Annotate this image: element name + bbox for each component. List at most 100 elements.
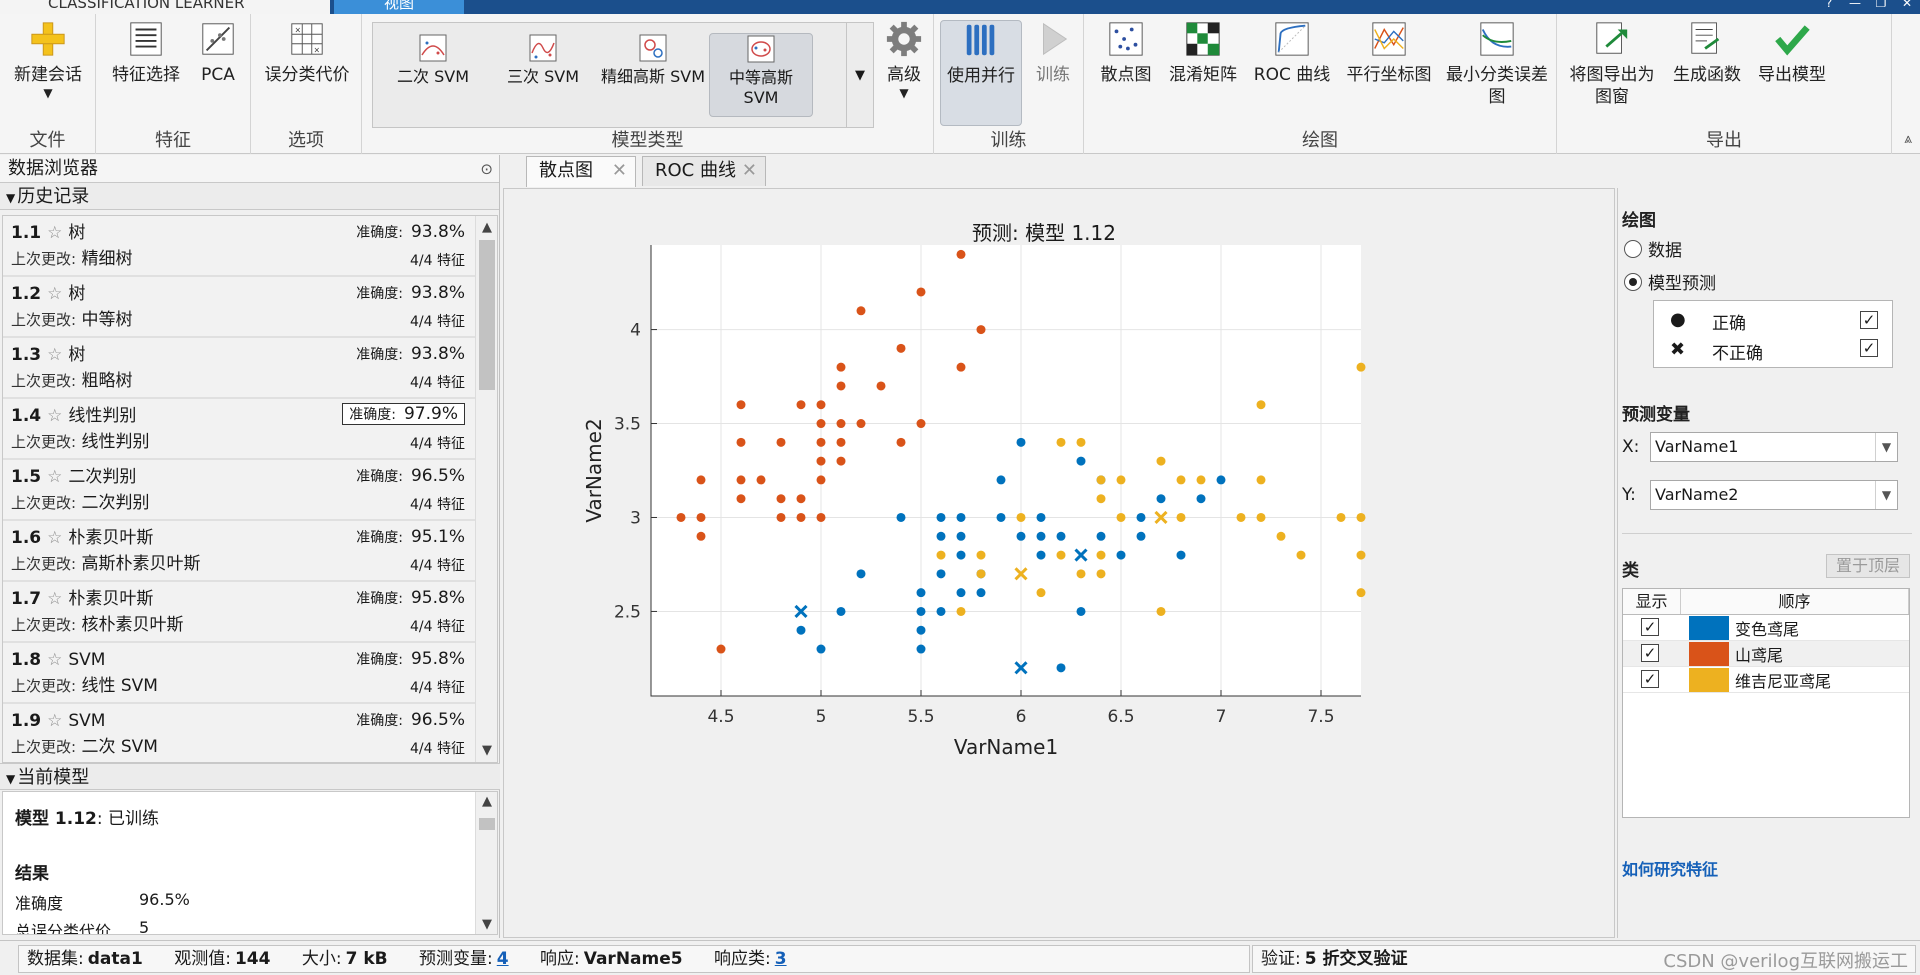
export-plot-button[interactable]: 将图导出为图窗: [1565, 20, 1659, 108]
generate-function-button[interactable]: 生成函数: [1665, 20, 1749, 86]
current-model-scrollbar[interactable]: ▲ ▼: [475, 792, 497, 934]
class-row[interactable]: ✓ 山鸢尾: [1623, 641, 1909, 667]
scroll-up-icon[interactable]: ▲: [482, 794, 492, 809]
history-item[interactable]: 1.6 ☆ 朴素贝叶斯 准确度: 95.1% 上次更改: 高斯朴素贝叶斯 4/4 特征: [3, 521, 497, 582]
data-point: [1156, 606, 1166, 616]
roc-curve-button[interactable]: ROC 曲线: [1248, 20, 1336, 86]
divider: [1622, 533, 1912, 534]
data-point: [856, 569, 866, 579]
history-item-header: 1.9 ☆ SVM: [11, 708, 489, 734]
data-point: [1076, 456, 1086, 466]
show-correct-checkbox[interactable]: ✓: [1860, 311, 1878, 329]
history-item[interactable]: 1.5 ☆ 二次判别 准确度: 96.5% 上次更改: 二次判别 4/4 特征: [3, 460, 497, 521]
tab-scatter-plot[interactable]: 散点图 ✕: [526, 156, 636, 187]
panel-menu-icon[interactable]: ⊙: [480, 160, 493, 178]
new-session-button[interactable]: 新建会话 ▼: [8, 20, 88, 100]
help-icon[interactable]: ?: [1825, 0, 1833, 10]
history-item[interactable]: 1.3 ☆ 树准确度: 93.8% 上次更改: 粗略树 4/4 特征: [3, 338, 497, 399]
close-tab-icon[interactable]: ✕: [611, 160, 627, 181]
new-session-label: 新建会话: [14, 65, 82, 85]
star-icon[interactable]: ☆: [47, 711, 63, 731]
close-window-icon[interactable]: ✕: [1901, 0, 1913, 10]
data-point: [776, 437, 786, 447]
class-name: 变色鸢尾: [1735, 619, 1800, 639]
scroll-thumb[interactable]: [479, 240, 495, 390]
x-variable-dropdown[interactable]: VarName1 ▼: [1650, 432, 1898, 462]
star-icon[interactable]: ☆: [47, 650, 63, 670]
class-row[interactable]: ✓ 变色鸢尾: [1623, 615, 1909, 641]
star-icon[interactable]: ☆: [47, 589, 63, 609]
current-model-section-header[interactable]: ▼ 当前模型: [0, 763, 500, 790]
show-class-checkbox[interactable]: ✓: [1641, 669, 1659, 688]
y-variable-dropdown[interactable]: VarName2 ▼: [1650, 480, 1898, 510]
tab-roc-curve[interactable]: ROC 曲线 ✕: [642, 156, 766, 186]
predictors-link[interactable]: 4: [496, 949, 509, 969]
ribbon-toolstrip: 新建会话 ▼ 文件 特征选择 PCA 特征 × × 误分类代价 选项: [0, 14, 1920, 154]
history-item[interactable]: 1.2 ☆ 树准确度: 93.8% 上次更改: 中等树 4/4 特征: [3, 277, 497, 338]
history-section-header[interactable]: ▼ 历史记录: [0, 183, 499, 210]
data-point: [1056, 550, 1066, 560]
scatter-plot-button[interactable]: 散点图: [1094, 20, 1158, 86]
view-tab[interactable]: 视图: [334, 0, 464, 14]
bring-to-top-button[interactable]: 置于顶层: [1826, 554, 1910, 578]
model-cubic-svm[interactable]: 三次 SVM: [491, 33, 595, 117]
gallery-expand-button[interactable]: ▼: [846, 22, 874, 128]
star-icon[interactable]: ☆: [47, 467, 63, 487]
feature-selection-button[interactable]: 特征选择: [106, 20, 186, 86]
col-show: 显示: [1623, 589, 1681, 614]
how-to-explore-link[interactable]: 如何研究特征: [1622, 860, 1719, 879]
confusion-matrix-button[interactable]: 混淆矩阵: [1164, 20, 1242, 86]
pca-button[interactable]: PCA: [192, 20, 244, 86]
show-class-checkbox[interactable]: ✓: [1641, 643, 1659, 662]
use-parallel-button[interactable]: 使用并行: [940, 20, 1022, 126]
star-icon[interactable]: ☆: [47, 528, 63, 548]
advanced-button[interactable]: 高级 ▼: [876, 20, 932, 100]
collapse-ribbon-icon[interactable]: ⩓: [1904, 131, 1912, 147]
train-button[interactable]: 训练: [1028, 20, 1078, 86]
star-icon[interactable]: ☆: [47, 284, 63, 304]
star-icon[interactable]: ☆: [47, 406, 63, 426]
show-incorrect-checkbox[interactable]: ✓: [1860, 339, 1878, 357]
history-item[interactable]: 1.8 ☆ SVM 准确度: 95.8% 上次更改: 线性 SVM 4/4 特征: [3, 643, 497, 704]
history-item[interactable]: 1.9 ☆ SVM 准确度: 96.5% 上次更改: 二次 SVM 4/4 特征: [3, 704, 497, 762]
scatter-chart[interactable]: 4.5 5 5.5 6 6.5 7 7.5 2.5 3 3.5 4 VarName1 VarName2: [504, 189, 1614, 937]
x-tick-label: 7.5: [1307, 707, 1334, 727]
restore-icon[interactable]: ❐: [1875, 0, 1887, 10]
accuracy-value: 97.9%: [403, 404, 458, 424]
class-row[interactable]: ✓ 维吉尼亚鸢尾: [1623, 667, 1909, 693]
history-list[interactable]: 1.1 ☆ 树准确度: 93.8% 上次更改: 精细树 4/4 特征 1.2 ☆ 树准确度: 93…: [2, 215, 498, 763]
svg-text:×: ×: [295, 25, 301, 34]
scroll-thumb[interactable]: [479, 818, 495, 830]
scroll-up-icon[interactable]: ▲: [482, 220, 492, 235]
parallel-coordinates-button[interactable]: 平行坐标图: [1340, 20, 1438, 86]
radio-data[interactable]: 数据: [1624, 236, 1682, 261]
data-point: [956, 588, 966, 598]
model-quadratic-svm[interactable]: 二次 SVM: [381, 33, 485, 117]
data-point: [976, 588, 986, 598]
dataset-info: 数据集: data1 观测值: 144 大小: 7 kB 预测变量: 4 响应: VarN…: [18, 945, 1250, 973]
history-item[interactable]: 1.1 ☆ 树准确度: 93.8% 上次更改: 精细树 4/4 特征: [3, 216, 497, 277]
history-scrollbar[interactable]: ▲ ▼: [475, 216, 497, 762]
history-item[interactable]: 1.4 ☆ 线性判别 准确度: 97.9% 上次更改: 线性判别 4/4 特征: [3, 399, 497, 460]
history-item[interactable]: 1.7 ☆ 朴素贝叶斯 准确度: 95.8% 上次更改: 核朴素贝叶斯 4/4 特征: [3, 582, 497, 643]
show-class-checkbox[interactable]: ✓: [1641, 617, 1659, 636]
model-name: SVM: [68, 711, 106, 731]
misclassification-cost-button[interactable]: × × 误分类代价: [257, 20, 357, 86]
scroll-down-icon[interactable]: ▼: [482, 743, 492, 758]
min-classification-error-button[interactable]: 最小分类误差图: [1442, 20, 1552, 108]
export-model-button[interactable]: 导出模型: [1755, 20, 1829, 86]
data-point: [816, 512, 826, 522]
show-cell: ✓: [1623, 641, 1681, 667]
plot-background: [651, 245, 1361, 696]
star-icon[interactable]: ☆: [47, 223, 63, 243]
star-icon[interactable]: ☆: [47, 345, 63, 365]
app-tab[interactable]: CLASSIFICATION LEARNER: [0, 0, 330, 14]
minimize-icon[interactable]: —: [1849, 0, 1861, 10]
model-fine-gaussian-svm[interactable]: 精细高斯 SVM: [601, 33, 705, 117]
radio-model-prediction[interactable]: 模型预测: [1624, 269, 1716, 294]
model-medium-gaussian-svm[interactable]: 中等高斯 SVM: [709, 33, 813, 117]
classes-link[interactable]: 3: [774, 949, 787, 969]
scroll-down-icon[interactable]: ▼: [482, 917, 492, 932]
close-tab-icon[interactable]: ✕: [741, 160, 757, 181]
